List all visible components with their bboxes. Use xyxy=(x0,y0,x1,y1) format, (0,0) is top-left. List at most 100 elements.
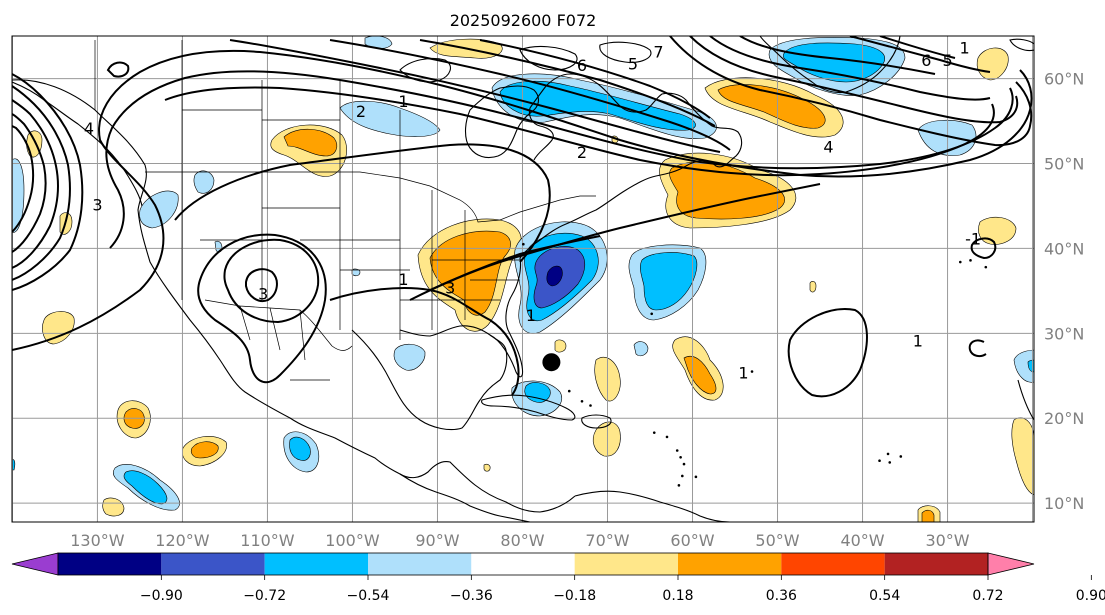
island-dot xyxy=(652,431,656,434)
island-dot xyxy=(677,484,681,487)
political-borders xyxy=(94,40,596,381)
cold-anomaly-atlantic-small xyxy=(633,341,649,357)
contour-east-ridge-6 xyxy=(879,36,956,59)
cold-anomaly-hudson-bay-core xyxy=(499,80,696,131)
warm-anomaly-caribbean xyxy=(592,421,621,457)
coastline-canada-east xyxy=(528,73,743,168)
contour-jet-5 xyxy=(329,39,731,151)
island-dot xyxy=(675,449,679,452)
island-dot xyxy=(886,452,890,456)
island-dot xyxy=(899,455,903,458)
longitude-label: 90°W xyxy=(415,531,459,550)
contour-southwest-cutoff-1 xyxy=(223,238,320,324)
longitude-label: 40°W xyxy=(840,531,884,550)
island-dot xyxy=(878,459,881,462)
contour-label: -1 xyxy=(965,229,981,248)
contour-label: 4 xyxy=(823,138,833,157)
cold-anomaly-north-central xyxy=(339,100,441,137)
warm-anomaly-small-b xyxy=(809,281,817,293)
contour-east-ridge-4 xyxy=(739,36,936,75)
colorbar-segment xyxy=(884,553,988,575)
cold-anomaly-west-pacific xyxy=(139,190,179,229)
cold-anomaly-far-east xyxy=(1013,349,1034,383)
colorbar-under-arrow xyxy=(11,552,59,576)
latitude-label: 30°N xyxy=(1044,324,1084,343)
colorbar-tick-label: −0.90 xyxy=(140,588,183,604)
contour-label: 2 xyxy=(577,143,587,162)
colorbar-segment xyxy=(368,553,472,575)
contour-label: 3 xyxy=(258,285,268,304)
contour-label: 1 xyxy=(959,38,969,57)
contour-central-high xyxy=(174,143,551,263)
longitude-label: 110°W xyxy=(240,531,295,550)
island-dot xyxy=(750,370,754,373)
contour-alaska-loop xyxy=(106,61,130,78)
contour-atlantic-low xyxy=(787,308,868,398)
warm-anomaly-small-a xyxy=(554,339,567,353)
warm-anomaly-africa-coast xyxy=(1011,417,1034,496)
latitude-label: 10°N xyxy=(1044,494,1084,513)
warm-anomaly-canada-core xyxy=(283,128,338,157)
warm-anomaly-east-atlantic xyxy=(978,216,1017,245)
contour-southwest-loop xyxy=(197,233,327,384)
contour-jet-2 xyxy=(105,70,1014,249)
contour-label: 1 xyxy=(398,92,408,111)
coastline-gulf xyxy=(351,325,508,431)
island-dot xyxy=(650,312,654,316)
contour-label: 7 xyxy=(653,43,663,62)
latitude-labels: 60°N 50°N 40°N 30°N 20°N 10°N xyxy=(1044,70,1084,514)
borders-canada-provinces xyxy=(181,40,401,178)
contour-label: 1 xyxy=(398,270,408,289)
figure-title: 2025092600 F072 xyxy=(450,11,597,30)
contour-west-trough-3 xyxy=(12,99,59,269)
contour-jet-4 xyxy=(229,39,721,153)
longitude-labels: 130°W 120°W 110°W 100°W 90°W 80°W 70°W 60°W 50°W… xyxy=(70,531,970,550)
colorbar-tick-label: 0.90 xyxy=(1076,588,1105,604)
island-dot xyxy=(888,461,892,464)
warm-anomaly-south-atlantic-core xyxy=(921,509,935,522)
island-dot xyxy=(694,475,698,479)
coastline-north-america xyxy=(12,79,576,513)
warm-anomaly-pacific-b-core xyxy=(190,441,219,459)
colorbar-segment xyxy=(264,553,368,575)
coastline-central-america xyxy=(399,473,531,522)
cold-anomaly-west-atlantic-core xyxy=(640,252,698,311)
island-dot xyxy=(580,399,584,403)
longitude-label: 80°W xyxy=(500,531,544,550)
coastlines xyxy=(12,36,1034,522)
island-dot xyxy=(984,265,988,269)
island-dot xyxy=(969,259,972,262)
contour-label: 6 xyxy=(577,56,587,75)
contour-east-ridge-1 xyxy=(669,36,1033,147)
warm-anomaly-pacific-e xyxy=(102,497,125,517)
colorbar-segment xyxy=(781,553,885,575)
colorbar-over-arrow xyxy=(987,552,1035,576)
contour-label: 5 xyxy=(942,51,952,70)
cold-anomaly-tropical-pacific-b-core xyxy=(123,470,168,505)
island-dot xyxy=(589,404,592,407)
warm-anomaly-subtropics-a-core xyxy=(683,355,717,395)
contour-label: 4 xyxy=(84,119,94,138)
island-dot xyxy=(679,456,682,459)
coastline-south-america xyxy=(574,490,731,522)
coastline-africa xyxy=(1017,379,1034,421)
longitude-label: 100°W xyxy=(325,531,380,550)
cold-anomaly-greenland-core xyxy=(782,42,886,83)
colorbar-tick-label: −0.72 xyxy=(243,588,286,604)
coastline-florida xyxy=(489,165,687,378)
storm-position-marker xyxy=(542,353,561,372)
longitude-label: 120°W xyxy=(155,531,210,550)
colorbar-segment xyxy=(471,553,575,575)
contour-jet-7 xyxy=(479,39,711,119)
coastline-hispaniola xyxy=(581,414,612,429)
height-contours xyxy=(12,36,1033,398)
colorbar-tick-label: −0.36 xyxy=(450,588,493,604)
colorbar-frame xyxy=(57,552,989,576)
contour-east-ridge-2 xyxy=(689,36,1019,124)
contour-label: 6 xyxy=(921,51,931,70)
cold-anomaly-gulf xyxy=(393,343,426,371)
colorbar-tick-label: 0.18 xyxy=(662,588,693,604)
colorbar-segment xyxy=(574,553,678,575)
latitude-label: 20°N xyxy=(1044,409,1084,428)
